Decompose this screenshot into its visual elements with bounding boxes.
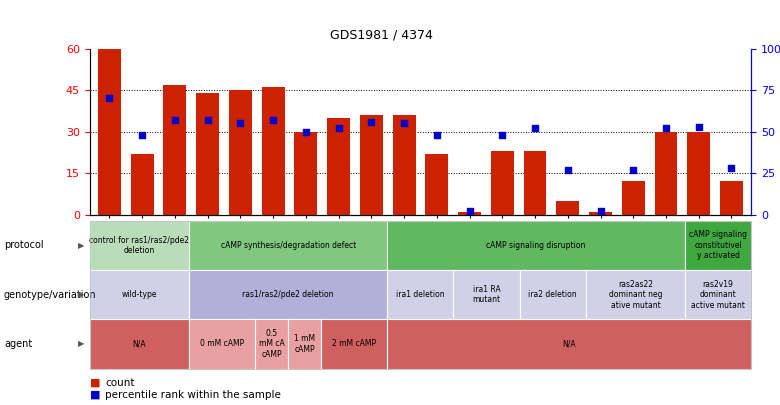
Bar (130, 154, 154, 215)
Text: GDS1981 / 4374: GDS1981 / 4374 (330, 28, 433, 41)
Bar (720, 181, 743, 215)
Point (529, 125, 541, 132)
Text: 0 mM cAMP: 0 mM cAMP (200, 339, 244, 348)
Point (660, 125, 672, 132)
Text: ▶: ▶ (78, 290, 84, 299)
Text: cAMP synthesis/degradation defect: cAMP synthesis/degradation defect (221, 241, 356, 250)
Text: ira2 deletion: ira2 deletion (528, 290, 577, 299)
Text: count: count (105, 378, 135, 388)
Text: control for ras1/ras2/pde2
deletion: control for ras1/ras2/pde2 deletion (89, 236, 190, 255)
Bar (392, 115, 416, 215)
Text: ▶: ▶ (78, 241, 84, 250)
Text: protocol: protocol (4, 240, 44, 250)
Bar (556, 201, 580, 215)
Point (496, 132, 509, 138)
Bar (589, 212, 612, 215)
Point (201, 117, 214, 123)
Point (562, 166, 574, 173)
Point (136, 132, 148, 138)
Text: N/A: N/A (562, 339, 576, 348)
Point (431, 132, 443, 138)
Bar (98, 49, 121, 215)
Text: ira1 RA
mutant: ira1 RA mutant (473, 285, 501, 304)
Point (398, 120, 410, 126)
Text: ras2v19
dominant
active mutant: ras2v19 dominant active mutant (691, 280, 745, 309)
Text: 1 mM
cAMP: 1 mM cAMP (294, 334, 315, 354)
Text: cAMP signaling
constitutivel
y activated: cAMP signaling constitutivel y activated (689, 230, 747, 260)
Bar (622, 181, 645, 215)
Point (627, 166, 640, 173)
Text: genotype/variation: genotype/variation (4, 290, 97, 300)
Point (365, 118, 378, 125)
Bar (458, 212, 481, 215)
Text: ■: ■ (90, 378, 100, 388)
Point (103, 95, 115, 102)
Text: ira1 deletion: ira1 deletion (396, 290, 445, 299)
Point (168, 117, 181, 123)
Text: ras2as22
dominant neg
ative mutant: ras2as22 dominant neg ative mutant (608, 280, 662, 309)
Point (693, 124, 705, 130)
Text: ▶: ▶ (78, 339, 84, 348)
Text: ras1/ras2/pde2 deletion: ras1/ras2/pde2 deletion (243, 290, 334, 299)
Text: wild-type: wild-type (122, 290, 157, 299)
Text: agent: agent (4, 339, 32, 349)
Bar (261, 87, 285, 215)
Bar (196, 93, 219, 215)
Point (267, 117, 279, 123)
Point (594, 208, 607, 215)
Bar (654, 132, 678, 215)
Point (332, 125, 345, 132)
Text: cAMP signaling disruption: cAMP signaling disruption (487, 241, 586, 250)
Bar (687, 132, 711, 215)
Bar (294, 132, 317, 215)
Text: N/A: N/A (133, 339, 146, 348)
Bar (163, 85, 186, 215)
Point (300, 128, 312, 135)
Text: 0.5
mM cA
cAMP: 0.5 mM cA cAMP (259, 329, 285, 359)
Bar (523, 151, 547, 215)
Text: 2 mM cAMP: 2 mM cAMP (332, 339, 376, 348)
Point (463, 208, 476, 215)
Bar (360, 115, 383, 215)
Point (234, 120, 246, 126)
Bar (327, 118, 350, 215)
Bar (425, 154, 448, 215)
Text: percentile rank within the sample: percentile rank within the sample (105, 390, 281, 400)
Point (725, 165, 738, 171)
Text: ■: ■ (90, 390, 100, 400)
Bar (229, 90, 252, 215)
Bar (491, 151, 514, 215)
